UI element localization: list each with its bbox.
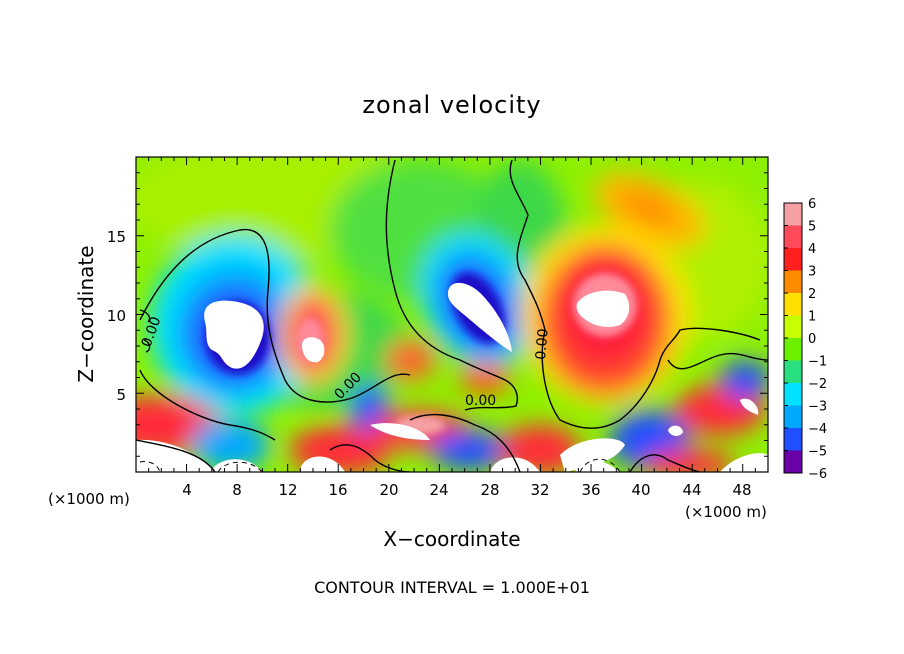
- negative-core-left: [204, 300, 264, 369]
- colorbar-swatch: [784, 293, 802, 316]
- y-axis-label: Z−coordinate: [74, 245, 98, 382]
- colorbar-label: −3: [808, 400, 827, 415]
- z-unit-label: (×1000 m): [685, 503, 767, 521]
- colorbar-label: 5: [808, 220, 816, 235]
- colorbar-swatch: [784, 405, 802, 428]
- colorbar-label: 1: [808, 310, 816, 325]
- colorbar-label: 6: [808, 197, 816, 212]
- colorbar-swatch: [784, 428, 802, 451]
- colorbar-label: 0: [808, 332, 816, 347]
- positive-core-right: [576, 290, 630, 327]
- x-tick-label: 32: [530, 481, 549, 499]
- x-unit-label: (×1000 m): [48, 490, 130, 508]
- x-tick-label: 12: [278, 481, 297, 499]
- chart-title: zonal velocity: [362, 91, 541, 119]
- colorbar-label: 4: [808, 242, 816, 257]
- x-tick-label: 36: [581, 481, 600, 499]
- negative-core-center: [447, 282, 512, 352]
- colorbar-label: −4: [808, 422, 827, 437]
- colorbar-swatch: [784, 360, 802, 383]
- y-tick-label: 5: [116, 386, 126, 404]
- colorbar-swatch: [784, 315, 802, 338]
- zero-contours: [136, 159, 768, 472]
- contour-label: 0.00: [533, 328, 552, 360]
- colorbar-swatch: [784, 248, 802, 271]
- colorbar-label: 3: [808, 265, 816, 280]
- y-tick-label: 15: [107, 228, 126, 246]
- colorbar-label: 2: [808, 287, 816, 302]
- colorbar-swatch: [784, 450, 802, 473]
- positive-core-left: [302, 337, 325, 363]
- y-tick-label: 10: [107, 307, 126, 325]
- x-tick-label: 4: [182, 481, 192, 499]
- colorbar-swatch: [784, 383, 802, 406]
- colorbar-swatch: [784, 270, 802, 293]
- colorbar-swatch: [784, 338, 802, 361]
- contour-interval-note: CONTOUR INTERVAL = 1.000E+01: [314, 578, 590, 597]
- colorbar-label: −2: [808, 377, 827, 392]
- x-tick-label: 24: [429, 481, 448, 499]
- x-tick-label: 48: [732, 481, 751, 499]
- colorbar-swatch: [784, 225, 802, 248]
- colorbar-label: −5: [808, 445, 827, 460]
- x-tick-label: 40: [631, 481, 650, 499]
- colorbar: 6 5 4 3 2 1 0 −1 −2 −3 −4 −5 −6: [783, 197, 827, 482]
- colorbar-label: −1: [808, 355, 827, 370]
- x-tick-label: 16: [328, 481, 347, 499]
- axis-ticks: [136, 157, 768, 472]
- x-axis-label: X−coordinate: [383, 527, 520, 551]
- x-tick-label: 44: [682, 481, 701, 499]
- colorbar-swatch: [784, 203, 802, 226]
- x-tick-label: 8: [232, 481, 242, 499]
- contour-label: 0.00: [465, 393, 496, 409]
- x-tick-label: 20: [379, 481, 398, 499]
- x-tick-label: 28: [480, 481, 499, 499]
- heatmap-field: [136, 157, 768, 472]
- colorbar-label: −6: [808, 467, 827, 482]
